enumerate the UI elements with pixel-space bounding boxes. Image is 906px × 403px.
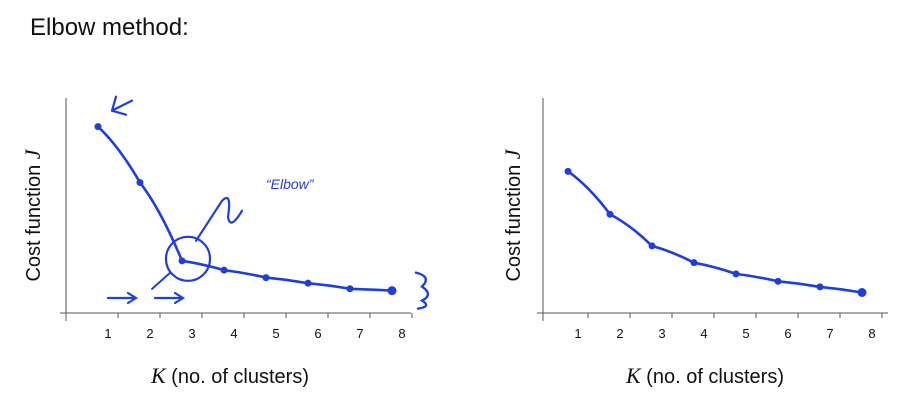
data-point-left: [304, 279, 312, 287]
data-point-right: [774, 277, 782, 285]
series-line-left: [96, 125, 394, 292]
elbow-circle: [164, 235, 212, 282]
data-point-left: [136, 179, 144, 187]
data-point-left: [346, 285, 354, 293]
x-axis-label-left: K (no. of clusters): [150, 363, 309, 388]
x-tick-label-right: 2: [616, 326, 623, 341]
x-tick-label-right: 6: [784, 326, 791, 341]
x-tick-label-right: 7: [826, 326, 833, 341]
x-tick-label-left: 5: [272, 326, 279, 341]
data-point-right: [606, 210, 614, 218]
x-tick-label-left: 4: [230, 326, 237, 341]
data-point-right: [816, 283, 824, 291]
data-point-right: [732, 270, 740, 278]
y-axis-label-left: Cost function J: [20, 148, 45, 281]
data-point-right: [564, 167, 572, 175]
series-line-right: [566, 170, 864, 294]
page-title: Elbow method:: [30, 14, 189, 41]
x-axis-label-right: K (no. of clusters): [625, 363, 784, 388]
x-tick-label-right: 3: [658, 326, 665, 341]
x-tick-label-right: 8: [868, 326, 875, 341]
right-arrow-icon: [153, 291, 186, 305]
x-tick-label-right: 1: [574, 326, 581, 341]
pointer-arrow-icon: [110, 95, 134, 116]
x-tick-label-right: 4: [700, 326, 707, 341]
data-point-right: [690, 259, 698, 267]
x-tick-label-left: 8: [398, 326, 405, 341]
x-tick-label-left: 6: [314, 326, 321, 341]
chart-right: 1 2 3 4 5 6 7 8 K (no. of clusters) Cost function…: [500, 98, 888, 388]
data-point-left: [387, 286, 397, 296]
elbow-pointer: [194, 196, 244, 242]
x-tick-label-left: 3: [188, 326, 195, 341]
pointer-mark: [151, 271, 171, 290]
right-arrow-icon: [106, 291, 139, 305]
x-tick-label-right: 5: [742, 326, 749, 341]
data-point-right: [857, 288, 867, 297]
x-tick-label-left: 7: [356, 326, 363, 341]
elbow-annotation: “Elbow”: [266, 176, 315, 192]
x-tick-label-left: 1: [104, 326, 111, 341]
data-point-left: [262, 274, 270, 282]
data-point-left: [220, 266, 228, 274]
x-tick-label-left: 2: [146, 326, 153, 341]
chart-left: 1 2 3 4 5 6 7 8 K (no. of clusters) Cost function…: [20, 95, 430, 388]
y-axis-label-right: Cost function J: [500, 148, 525, 281]
data-point-right: [648, 242, 656, 250]
data-point-left: [94, 123, 102, 131]
data-point-left: [178, 257, 186, 265]
brace-mark: [414, 271, 430, 310]
